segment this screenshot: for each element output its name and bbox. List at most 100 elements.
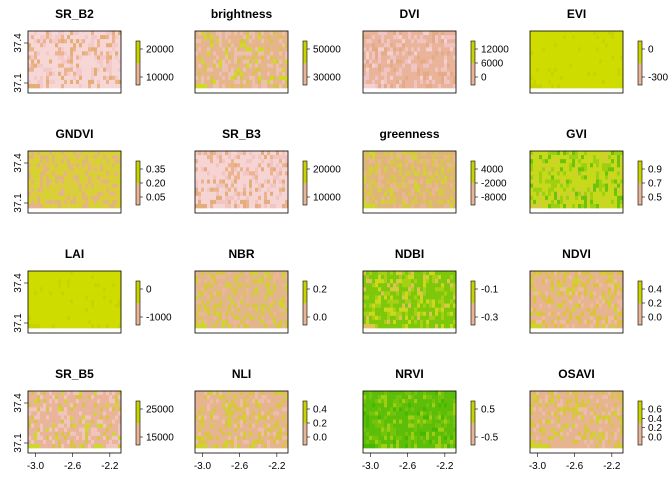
raster-cell <box>378 279 381 283</box>
raster-cell <box>210 287 213 291</box>
raster-cell <box>115 159 118 163</box>
raster-cell <box>243 291 246 295</box>
raster-cell <box>109 76 112 80</box>
raster-cell <box>536 155 539 159</box>
raster-cell <box>270 155 273 159</box>
raster-cell <box>112 295 115 299</box>
raster-cell <box>70 275 73 279</box>
raster-cell <box>554 275 557 279</box>
raster-cell <box>34 163 37 167</box>
raster-cell <box>207 47 210 51</box>
raster-cell <box>207 180 210 184</box>
raster-cell <box>566 180 569 184</box>
raster-cell <box>423 204 426 208</box>
raster-cell <box>432 196 435 200</box>
raster-cell <box>417 184 420 188</box>
raster-cell <box>198 279 201 283</box>
raster-cell <box>213 151 216 155</box>
raster-cell <box>222 155 225 159</box>
raster-cell <box>249 300 252 304</box>
raster-cell <box>423 76 426 80</box>
raster-cell <box>408 76 411 80</box>
raster-cell <box>55 47 58 51</box>
raster-cell <box>363 31 366 35</box>
raster-cell <box>536 60 539 64</box>
raster-cell <box>55 275 58 279</box>
raster-cell <box>551 31 554 35</box>
raster-cell <box>539 64 542 68</box>
raster-cell <box>375 200 378 204</box>
raster-cell <box>593 192 596 196</box>
raster-cell <box>103 167 106 171</box>
raster-cell <box>246 324 249 328</box>
raster-cell <box>432 151 435 155</box>
raster-cell <box>578 39 581 43</box>
raster-cell <box>240 175 243 179</box>
raster-cell <box>82 295 85 299</box>
raster-cell <box>103 188 106 192</box>
raster-cell <box>58 39 61 43</box>
raster-cell <box>408 72 411 76</box>
raster-cell <box>590 151 593 155</box>
raster-cell <box>82 204 85 208</box>
raster-cell <box>378 324 381 328</box>
raster-cell <box>372 192 375 196</box>
raster-cell <box>55 304 58 308</box>
panel-title-lai: LAI <box>65 247 84 261</box>
raster-cell <box>195 180 198 184</box>
raster-cell <box>201 151 204 155</box>
raster-cell <box>88 55 91 59</box>
raster-cell <box>444 312 447 316</box>
raster-cell <box>557 47 560 51</box>
raster-cell <box>49 180 52 184</box>
raster-cell <box>28 72 31 76</box>
raster-cell <box>270 47 273 51</box>
raster-cell <box>61 271 64 275</box>
raster-cell <box>273 300 276 304</box>
raster-cell <box>228 171 231 175</box>
raster-cell <box>393 80 396 84</box>
raster-cell <box>429 283 432 287</box>
raster-cell <box>611 155 614 159</box>
raster-cell <box>533 76 536 80</box>
raster-cell <box>273 184 276 188</box>
raster-cell <box>28 151 31 155</box>
raster-cell <box>64 151 67 155</box>
raster-cell <box>94 171 97 175</box>
raster-cell <box>560 72 563 76</box>
raster-cell <box>264 304 267 308</box>
raster-cell <box>210 300 213 304</box>
raster-cell <box>37 279 40 283</box>
raster-cell <box>82 192 85 196</box>
raster-cell <box>542 204 545 208</box>
raster-cell <box>384 295 387 299</box>
raster-cell <box>399 287 402 291</box>
raster-cell <box>40 200 43 204</box>
raster-cell <box>237 196 240 200</box>
raster-cell <box>372 283 375 287</box>
raster-cell <box>115 35 118 39</box>
raster-cell <box>240 43 243 47</box>
raster-cell <box>195 196 198 200</box>
raster-cell <box>414 163 417 167</box>
raster-cell <box>411 167 414 171</box>
raster-cell <box>43 43 46 47</box>
raster-cell <box>82 275 85 279</box>
raster-cell <box>267 192 270 196</box>
raster-cell <box>402 55 405 59</box>
raster-cell <box>246 295 249 299</box>
raster-cell <box>273 275 276 279</box>
raster-cell <box>554 204 557 208</box>
raster-cell <box>429 320 432 324</box>
raster-cell <box>545 35 548 39</box>
raster-cell <box>602 279 605 283</box>
raster-cell <box>246 188 249 192</box>
raster-cell <box>384 80 387 84</box>
raster-cell <box>282 279 285 283</box>
raster-cell <box>97 283 100 287</box>
raster-cell <box>213 196 216 200</box>
raster-cell <box>279 271 282 275</box>
raster-cell <box>366 171 369 175</box>
raster-cell <box>426 151 429 155</box>
raster-cell <box>37 31 40 35</box>
